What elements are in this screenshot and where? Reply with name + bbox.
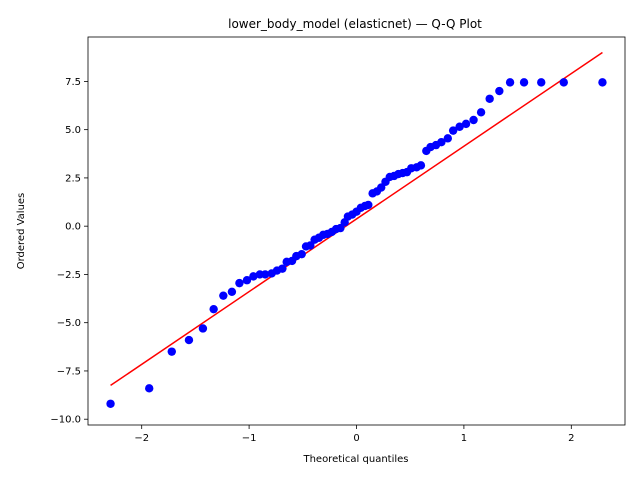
data-point <box>476 108 486 117</box>
data-point <box>235 278 244 288</box>
data-point <box>437 138 446 147</box>
y-tick-label: 2.5 <box>65 173 81 184</box>
plot-area <box>87 36 626 426</box>
data-point <box>198 324 208 333</box>
data-point <box>505 78 515 87</box>
data-point <box>106 399 115 408</box>
fit-line <box>110 51 603 387</box>
data-point <box>537 78 546 87</box>
data-point <box>377 183 386 192</box>
data-point <box>242 276 252 285</box>
y-tick-label: −2.5 <box>57 270 81 281</box>
data-point <box>469 115 478 125</box>
x-tick-label: 1 <box>461 433 467 444</box>
y-tick-label: 5.0 <box>65 125 81 136</box>
data-point <box>306 241 315 250</box>
data-point <box>297 249 306 259</box>
y-axis-label: Ordered Values <box>16 193 27 270</box>
y-tick-label: −5.0 <box>57 318 81 329</box>
x-tick-label: −1 <box>242 433 257 444</box>
points-group <box>106 78 607 408</box>
chart-title: lower_body_model (elasticnet) — Q-Q Plot <box>228 17 482 31</box>
plot-frame <box>87 36 626 426</box>
x-tick-label: 0 <box>353 433 359 444</box>
data-point <box>184 335 194 345</box>
data-point <box>443 134 452 143</box>
data-point <box>416 161 426 170</box>
y-tick-label: 0.0 <box>65 222 81 233</box>
x-axis: −2 −1 0 1 2 <box>134 425 574 444</box>
y-axis: −10.0 −7.5 −5.0 −2.5 0.0 2.5 5.0 7.5 <box>50 77 88 426</box>
data-point <box>364 200 373 210</box>
data-point <box>519 78 529 87</box>
data-point <box>559 78 568 87</box>
data-point <box>227 287 237 297</box>
data-point <box>461 119 471 129</box>
data-point <box>598 78 607 87</box>
data-point <box>145 384 154 393</box>
data-point <box>249 272 258 281</box>
y-tick-label: 7.5 <box>65 77 81 88</box>
data-point <box>278 264 287 273</box>
data-point <box>167 347 176 356</box>
x-tick-label: 2 <box>568 433 574 444</box>
data-point <box>485 94 494 103</box>
data-point <box>455 122 464 131</box>
y-tick-label: −7.5 <box>57 366 81 377</box>
data-point <box>219 291 228 300</box>
x-axis-label: Theoretical quantiles <box>302 454 408 465</box>
x-tick-label: −2 <box>134 433 149 444</box>
data-point <box>261 270 270 279</box>
data-point <box>336 223 345 233</box>
fit-line-group <box>110 51 603 387</box>
data-point <box>209 304 218 314</box>
y-tick-label: −10.0 <box>50 415 81 426</box>
data-point <box>495 86 504 96</box>
data-point <box>448 126 458 135</box>
